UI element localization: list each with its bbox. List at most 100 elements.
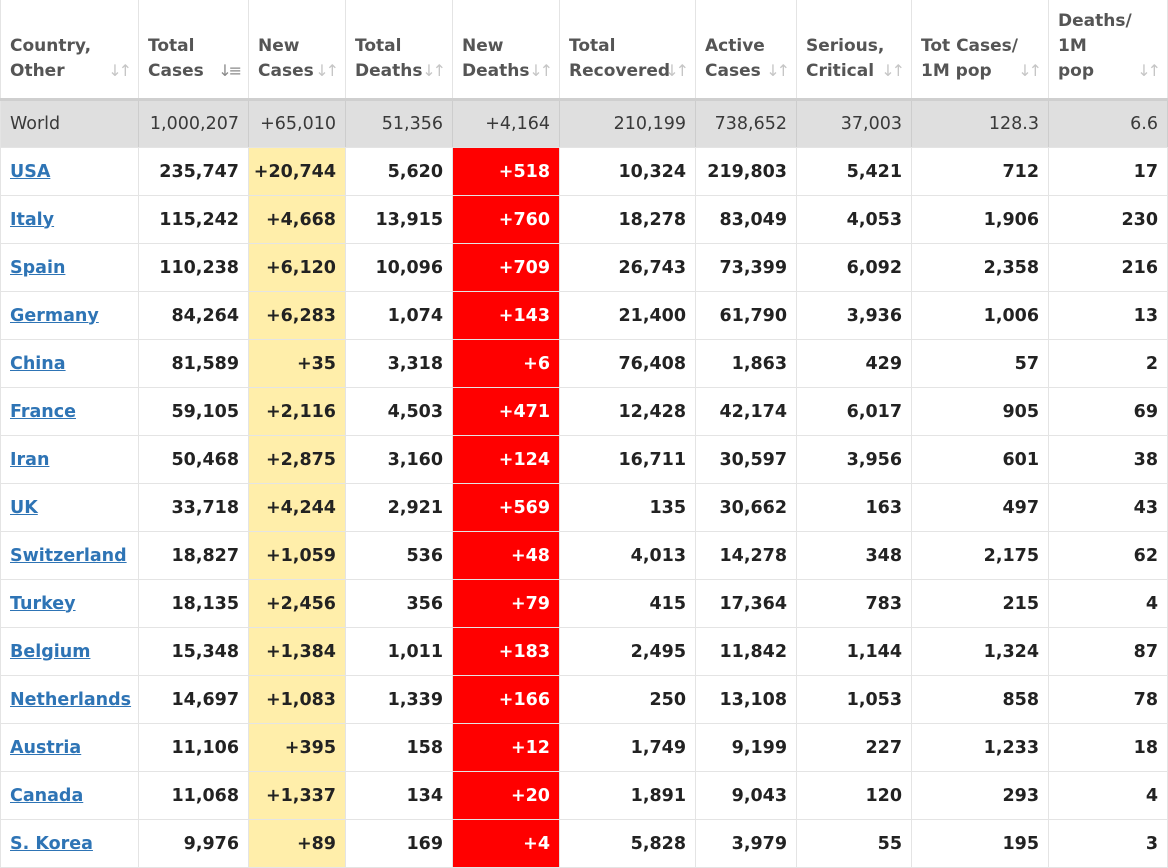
cell-tot-cases-per-1m: 1,324: [912, 628, 1049, 675]
cell-serious-critical: 163: [797, 484, 912, 531]
sort-icon[interactable]: ↓↑: [315, 61, 339, 80]
cell-new-cases: +2,875: [249, 436, 346, 483]
cell-new-deaths: +166: [453, 676, 560, 723]
cell-active-cases: 73,399: [696, 244, 797, 291]
cell-tot-cases-per-1m: 195: [912, 820, 1049, 867]
cell-deaths-per-1m: 216: [1049, 244, 1168, 291]
cell-new-cases: +2,456: [249, 580, 346, 627]
cell-deaths-per-1m: 230: [1049, 196, 1168, 243]
cell-tot-cases-per-1m: 1,906: [912, 196, 1049, 243]
sort-desc-icon[interactable]: ↓≡: [218, 61, 242, 80]
country-link[interactable]: Canada: [10, 785, 84, 806]
cell-deaths-per-1m: 78: [1049, 676, 1168, 723]
country-link[interactable]: Austria: [10, 737, 82, 758]
cell-new-cases: +6,120: [249, 244, 346, 291]
cell-deaths-per-1m: 62: [1049, 532, 1168, 579]
world-total-row: World 1,000,207 +65,010 51,356 +4,164 210,199…: [0, 101, 1168, 148]
country-link[interactable]: Iran: [10, 449, 50, 470]
sort-icon[interactable]: ↓↑: [108, 61, 132, 80]
cell-active-cases: 14,278: [696, 532, 797, 579]
column-header-total-deaths[interactable]: Total Deaths ↓↑: [346, 0, 453, 98]
country-link[interactable]: Belgium: [10, 641, 91, 662]
country-link[interactable]: France: [10, 401, 76, 422]
cell-total-recovered: 10,324: [560, 148, 696, 195]
cell-total-recovered: 210,199: [560, 101, 696, 147]
cell-new-deaths: +12: [453, 724, 560, 771]
sort-icon[interactable]: ↓↑: [1137, 61, 1161, 80]
country-link[interactable]: Netherlands: [10, 689, 132, 710]
cell-serious-critical: 6,092: [797, 244, 912, 291]
column-header-active-cases[interactable]: Active Cases ↓↑: [696, 0, 797, 98]
country-link[interactable]: Spain: [10, 257, 66, 278]
cell-deaths-per-1m: 38: [1049, 436, 1168, 483]
cell-country: S. Korea: [0, 820, 139, 867]
column-header-label: New Cases: [258, 36, 314, 81]
cell-country: Switzerland: [0, 532, 139, 579]
cell-new-deaths: +518: [453, 148, 560, 195]
cell-new-cases: +35: [249, 340, 346, 387]
cell-total-cases: 9,976: [139, 820, 249, 867]
cell-total-cases: 84,264: [139, 292, 249, 339]
column-header-country[interactable]: Country, Other ↓↑: [0, 0, 139, 98]
column-header-new-deaths[interactable]: New Deaths ↓↑: [453, 0, 560, 98]
column-header-label: Serious, Critical: [806, 36, 885, 81]
country-link[interactable]: USA: [10, 161, 51, 182]
country-link[interactable]: China: [10, 353, 66, 374]
sort-icon[interactable]: ↓↑: [529, 61, 553, 80]
column-header-deaths-per-1m[interactable]: Deaths/ 1M pop ↓↑: [1049, 0, 1168, 98]
cell-deaths-per-1m: 6.6: [1049, 101, 1168, 147]
sort-icon[interactable]: ↓↑: [422, 61, 446, 80]
table-row: UK 33,718 +4,244 2,921 +569 135 30,662 163 497 43: [0, 484, 1168, 532]
cell-new-cases: +20,744: [249, 148, 346, 195]
cell-total-deaths: 51,356: [346, 101, 453, 147]
cell-active-cases: 738,652: [696, 101, 797, 147]
country-link[interactable]: Italy: [10, 209, 55, 230]
country-link[interactable]: UK: [10, 497, 38, 518]
country-link[interactable]: Germany: [10, 305, 99, 326]
country-link[interactable]: Turkey: [10, 593, 76, 614]
cell-new-cases: +1,384: [249, 628, 346, 675]
table-row: Switzerland 18,827 +1,059 536 +48 4,013 14,278…: [0, 532, 1168, 580]
cell-total-recovered: 2,495: [560, 628, 696, 675]
column-header-serious-critical[interactable]: Serious, Critical ↓↑: [797, 0, 912, 98]
column-header-total-cases[interactable]: Total Cases ↓≡: [139, 0, 249, 98]
cell-active-cases: 30,597: [696, 436, 797, 483]
cell-serious-critical: 55: [797, 820, 912, 867]
table-row: Germany 84,264 +6,283 1,074 +143 21,400 61,790…: [0, 292, 1168, 340]
cell-serious-critical: 1,053: [797, 676, 912, 723]
cell-new-deaths: +569: [453, 484, 560, 531]
table-row: Belgium 15,348 +1,384 1,011 +183 2,495 11,842 1…: [0, 628, 1168, 676]
sort-icon[interactable]: ↓↑: [665, 61, 689, 80]
cell-tot-cases-per-1m: 2,358: [912, 244, 1049, 291]
cell-country: Belgium: [0, 628, 139, 675]
cell-new-cases: +65,010: [249, 101, 346, 147]
cell-deaths-per-1m: 69: [1049, 388, 1168, 435]
country-link[interactable]: Switzerland: [10, 545, 127, 566]
table-header-row: Country, Other ↓↑ Total Cases ↓≡ New Cases ↓↑…: [0, 0, 1168, 101]
cell-tot-cases-per-1m: 1,233: [912, 724, 1049, 771]
cell-total-deaths: 10,096: [346, 244, 453, 291]
cell-total-deaths: 1,339: [346, 676, 453, 723]
cell-total-recovered: 250: [560, 676, 696, 723]
cell-active-cases: 9,199: [696, 724, 797, 771]
cell-total-recovered: 5,828: [560, 820, 696, 867]
column-header-new-cases[interactable]: New Cases ↓↑: [249, 0, 346, 98]
column-header-total-recovered[interactable]: Total Recovered ↓↑: [560, 0, 696, 98]
column-header-label: New Deaths: [462, 36, 530, 81]
cell-tot-cases-per-1m: 2,175: [912, 532, 1049, 579]
sort-icon[interactable]: ↓↑: [881, 61, 905, 80]
cell-serious-critical: 37,003: [797, 101, 912, 147]
cell-deaths-per-1m: 87: [1049, 628, 1168, 675]
table-row: Italy 115,242 +4,668 13,915 +760 18,278 83,049…: [0, 196, 1168, 244]
cell-active-cases: 42,174: [696, 388, 797, 435]
cell-deaths-per-1m: 17: [1049, 148, 1168, 195]
column-header-tot-cases-per-1m[interactable]: Tot Cases/ 1M pop ↓↑: [912, 0, 1049, 98]
sort-icon[interactable]: ↓↑: [766, 61, 790, 80]
cell-total-deaths: 3,160: [346, 436, 453, 483]
cell-country: Spain: [0, 244, 139, 291]
table-row: Iran 50,468 +2,875 3,160 +124 16,711 30,597 3,9…: [0, 436, 1168, 484]
country-link[interactable]: S. Korea: [10, 833, 93, 854]
cell-country: Austria: [0, 724, 139, 771]
sort-icon[interactable]: ↓↑: [1018, 61, 1042, 80]
cell-new-cases: +4,244: [249, 484, 346, 531]
